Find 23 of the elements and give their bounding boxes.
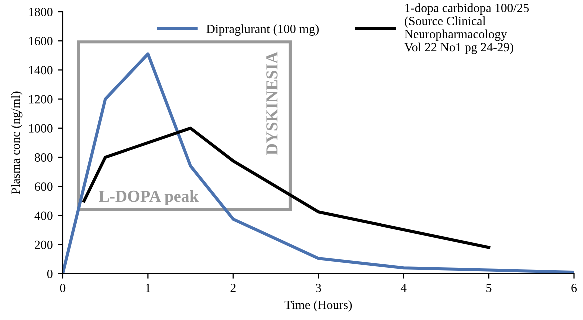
x-tick-label: 1	[146, 284, 151, 292]
y-tick-label: 1200	[29, 95, 53, 104]
y-tick-label: 1600	[29, 37, 53, 46]
y-tick-label: 200	[35, 240, 53, 250]
x-tick-label: 2	[230, 284, 236, 292]
y-tick-label: 1800	[29, 8, 53, 16]
x-tick-label: 5	[486, 284, 492, 292]
legend-label: 1-dopa carbidopa 100/25 (Source Clinical Neuropharmacology Vol 22 No1 pg 24-29)	[404, 4, 529, 54]
y-tick-label: 400	[34, 212, 53, 220]
annotation: DYSKINESIA	[266, 52, 278, 156]
legend-label: Dipraglurant (100 mg)	[206, 24, 319, 36]
annotation: L-DOPA peak	[99, 190, 199, 206]
y-tick-label: 1400	[29, 66, 53, 75]
y-tick-label: 1000	[29, 124, 53, 133]
y-axis-title: Plasma conc (ng/ml)	[11, 92, 23, 194]
x-tick-label: 6	[572, 284, 578, 292]
x-tick-label: 3	[316, 284, 322, 292]
x-tick-label: 0	[60, 284, 66, 292]
y-tick-label: 600	[35, 182, 53, 192]
x-tick-label: 4	[400, 284, 407, 292]
y-tick-label: 0	[47, 270, 53, 278]
y-tick-label: 800	[34, 154, 53, 162]
x-axis-title: Time (Hours)	[284, 300, 352, 312]
